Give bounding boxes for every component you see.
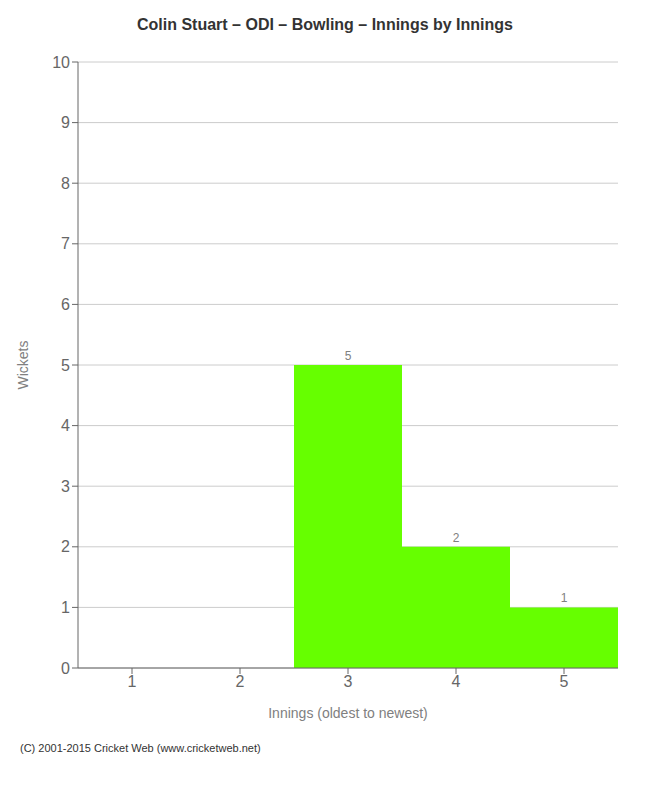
svg-text:Wickets: Wickets <box>15 341 31 390</box>
svg-text:2: 2 <box>236 673 245 690</box>
svg-text:1: 1 <box>128 673 137 690</box>
svg-text:2: 2 <box>61 538 70 555</box>
svg-text:4: 4 <box>452 673 461 690</box>
svg-text:1: 1 <box>561 591 568 605</box>
svg-text:1: 1 <box>61 599 70 616</box>
html-text:(C) 2001-2015 Cricket Web (www: (C) 2001-2015 Cricket Web (www.cricketwe… <box>20 742 261 754</box>
svg-text:5: 5 <box>61 357 70 374</box>
svg-text:4: 4 <box>61 417 70 434</box>
svg-text:9: 9 <box>61 114 70 131</box>
html-text:Colin Stuart – ODI – Bowling –: Colin Stuart – ODI – Bowling – Innings b… <box>137 16 513 33</box>
svg-text:8: 8 <box>61 175 70 192</box>
svg-text:7: 7 <box>61 235 70 252</box>
svg-text:6: 6 <box>61 296 70 313</box>
svg-text:Innings (oldest to newest): Innings (oldest to newest) <box>268 705 428 721</box>
svg-text:5: 5 <box>345 349 352 363</box>
svg-text:3: 3 <box>61 478 70 495</box>
svg-text:5: 5 <box>560 673 569 690</box>
svg-text:2: 2 <box>453 531 460 545</box>
svg-text:3: 3 <box>344 673 353 690</box>
svg-text:10: 10 <box>52 54 70 71</box>
svg-text:0: 0 <box>61 660 70 677</box>
